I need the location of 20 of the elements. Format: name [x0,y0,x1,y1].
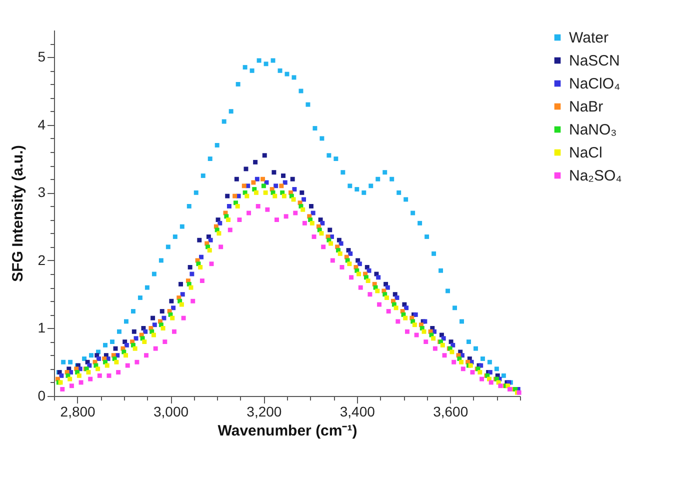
y-tick-label: 5 [38,48,46,65]
y-axis-title: SFG Intensity (a.u.) [10,145,27,282]
x-axis-title: Wavenumber (cm⁻¹) [218,422,358,440]
y-tick-label: 1 [38,320,46,336]
x-tick-label: 3,400 [340,404,376,420]
x-tick-label: 3,600 [433,404,468,420]
x-tick-label: 2,800 [60,404,96,420]
legend-label: NaCl [569,144,602,162]
y-tick-label: 3 [38,184,46,200]
legend-label: Water [569,30,608,46]
legend-label: NaClO₄ [569,76,620,92]
legend-label: NaSCN [569,52,620,70]
y-tick-label: 0 [38,388,46,404]
legend-label: Na₂SO₄ [569,168,622,184]
x-tick-label: 3,000 [153,404,189,420]
legend-label: NaBr [569,98,604,116]
x-tick-label: 3,200 [246,404,282,420]
y-tick-label: 2 [38,252,46,268]
legend-label: NaNO₃ [569,122,617,138]
y-tick-label: 4 [38,116,46,132]
